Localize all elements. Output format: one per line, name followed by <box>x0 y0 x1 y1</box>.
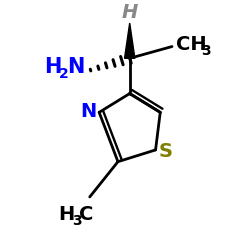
Text: H: H <box>122 3 138 22</box>
Polygon shape <box>124 23 135 58</box>
Text: C: C <box>79 205 94 224</box>
Text: 3: 3 <box>72 214 81 228</box>
Text: CH: CH <box>176 35 206 54</box>
Text: H: H <box>58 205 74 224</box>
Text: 2: 2 <box>59 66 69 80</box>
Text: N: N <box>68 57 85 77</box>
Text: H: H <box>44 57 61 77</box>
Text: S: S <box>159 142 173 161</box>
Text: N: N <box>80 102 97 121</box>
Text: 3: 3 <box>201 44 211 58</box>
